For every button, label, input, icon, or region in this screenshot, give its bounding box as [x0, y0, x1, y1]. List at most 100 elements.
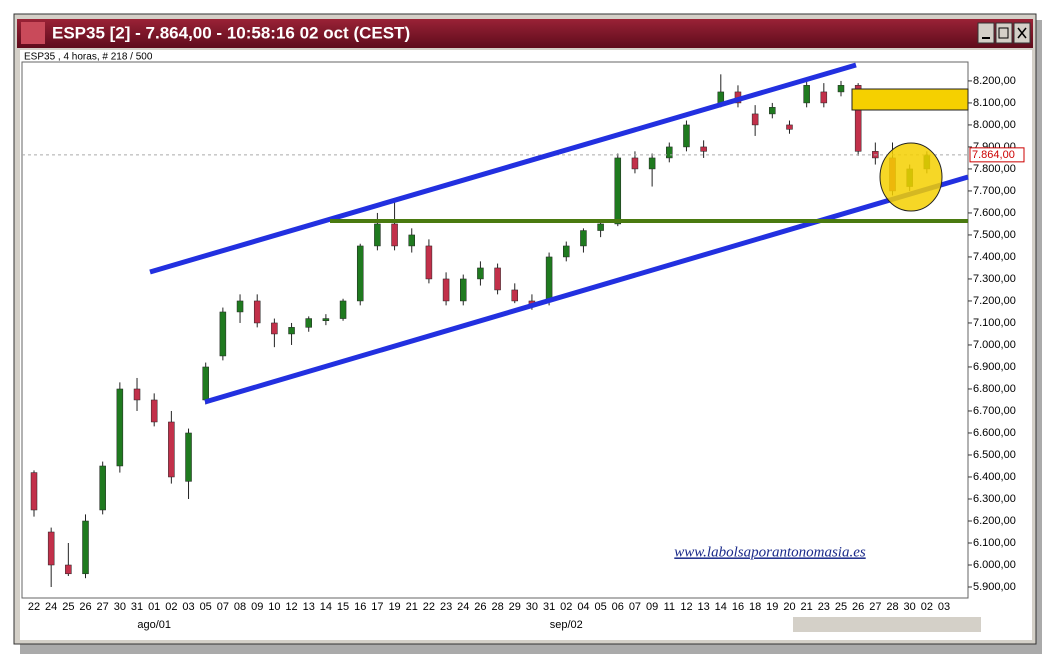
minimize-button[interactable]: [977, 22, 995, 44]
y-tick-label: 8.100,00: [973, 97, 1016, 109]
x-tick-label: 07: [629, 601, 641, 613]
y-tick-label: 6.700,00: [973, 405, 1016, 417]
x-tick-label: 02: [921, 601, 933, 613]
x-tick-label: 16: [354, 601, 366, 613]
x-tick-label: 14: [320, 601, 332, 613]
x-tick-label: 19: [388, 601, 400, 613]
x-tick-label: 01: [148, 601, 160, 613]
candle-body: [580, 230, 587, 247]
x-tick-label: 26: [474, 601, 486, 613]
last-price-box: [969, 147, 1025, 163]
candle-body: [305, 318, 312, 328]
y-tick-label: 7.100,00: [973, 317, 1016, 329]
x-tick-label: 22: [28, 601, 40, 613]
y-tick-label: 6.100,00: [973, 537, 1016, 549]
x-tick-label: 11: [664, 601, 675, 613]
y-tick-label: 6.600,00: [973, 427, 1016, 439]
candle-body: [477, 267, 484, 280]
x-tick-label: 12: [680, 601, 692, 613]
chart-subtitle: ESP35 , 4 horas, # 218 / 500: [24, 52, 153, 63]
x-tick-label: 29: [509, 601, 521, 613]
x-tick-label: 30: [114, 601, 126, 613]
candle-body: [460, 278, 467, 302]
candle-body: [253, 300, 261, 324]
candle-body: [648, 157, 656, 170]
scrollbar[interactable]: [793, 617, 981, 632]
highlight-circle: [879, 142, 943, 212]
candle-body: [631, 157, 639, 170]
candle-body: [168, 421, 175, 478]
candle-body: [820, 91, 828, 104]
x-tick-label: 31: [543, 601, 555, 613]
y-tick-label: 6.500,00: [973, 449, 1016, 461]
candle-body: [597, 223, 604, 231]
candle-body: [391, 223, 398, 247]
window-buttons[interactable]: [977, 22, 1031, 44]
x-tick-label: 14: [715, 601, 727, 613]
y-tick-label: 5.900,00: [973, 581, 1016, 593]
candle-body: [65, 564, 72, 575]
y-tick-label: 6.000,00: [973, 559, 1016, 571]
x-tick-label: 02: [165, 601, 177, 613]
candle-body: [683, 124, 690, 148]
x-tick-label: 17: [371, 601, 383, 613]
month-label: ago/01: [137, 619, 171, 631]
x-tick-label: 25: [835, 601, 847, 613]
candle-body: [133, 388, 141, 401]
window-title: ESP35 [2] - 7.864,00 - 10:58:16 02 oct (…: [52, 23, 410, 42]
candle-body: [494, 267, 501, 291]
x-tick-label: 21: [801, 601, 813, 613]
x-tick-label: 08: [234, 601, 246, 613]
x-tick-label: 03: [182, 601, 194, 613]
x-tick-label: 15: [337, 601, 349, 613]
x-tick-label: 27: [869, 601, 881, 613]
candle-body: [700, 146, 707, 152]
candle-body: [854, 85, 862, 152]
candle-body: [322, 318, 330, 322]
y-tick-label: 7.500,00: [973, 229, 1016, 241]
candle-body: [356, 245, 364, 302]
x-tick-label: 30: [526, 601, 538, 613]
x-tick-label: 28: [491, 601, 503, 613]
candle-body: [202, 366, 209, 401]
candle-body: [219, 311, 227, 357]
x-tick-label: 24: [457, 601, 469, 613]
last-price-label: 7.864,00: [972, 149, 1015, 161]
candle-body: [408, 234, 415, 247]
x-tick-label: 21: [406, 601, 418, 613]
y-tick-label: 8.200,00: [973, 75, 1016, 87]
lower-channel-line: [204, 174, 969, 405]
y-tick-label: 6.400,00: [973, 471, 1016, 483]
candle-body: [786, 124, 793, 130]
candle-body: [116, 388, 124, 467]
x-tick-label: 25: [62, 601, 74, 613]
x-tick-label: 06: [612, 601, 624, 613]
y-tick-label: 7.200,00: [973, 295, 1016, 307]
y-tick-label: 7.000,00: [973, 339, 1016, 351]
x-tick-label: 02: [560, 601, 572, 613]
y-tick-label: 7.300,00: [973, 273, 1016, 285]
x-tick-label: 30: [904, 601, 916, 613]
watermark: www.labolsaporantonomasia.es: [674, 544, 866, 560]
candle-body: [614, 157, 622, 225]
candle-body: [666, 146, 673, 159]
x-tick-label: 20: [783, 601, 795, 613]
y-tick-label: 7.400,00: [973, 251, 1016, 263]
x-tick-label: 05: [594, 601, 606, 613]
x-tick-label: 19: [766, 601, 778, 613]
candle-body: [442, 278, 450, 302]
candle-body: [717, 91, 725, 104]
x-tick-label: 27: [97, 601, 109, 613]
candle-body: [236, 300, 244, 313]
month-label: sep/02: [550, 619, 583, 631]
candle-body: [511, 289, 519, 302]
candle-body: [288, 327, 295, 335]
maximize-button[interactable]: [995, 22, 1013, 44]
y-tick-label: 6.900,00: [973, 361, 1016, 373]
app-icon: [21, 22, 45, 44]
candle-body: [339, 300, 347, 319]
candle-body: [30, 472, 38, 511]
candle-body: [425, 245, 433, 280]
candle-body: [47, 531, 55, 566]
